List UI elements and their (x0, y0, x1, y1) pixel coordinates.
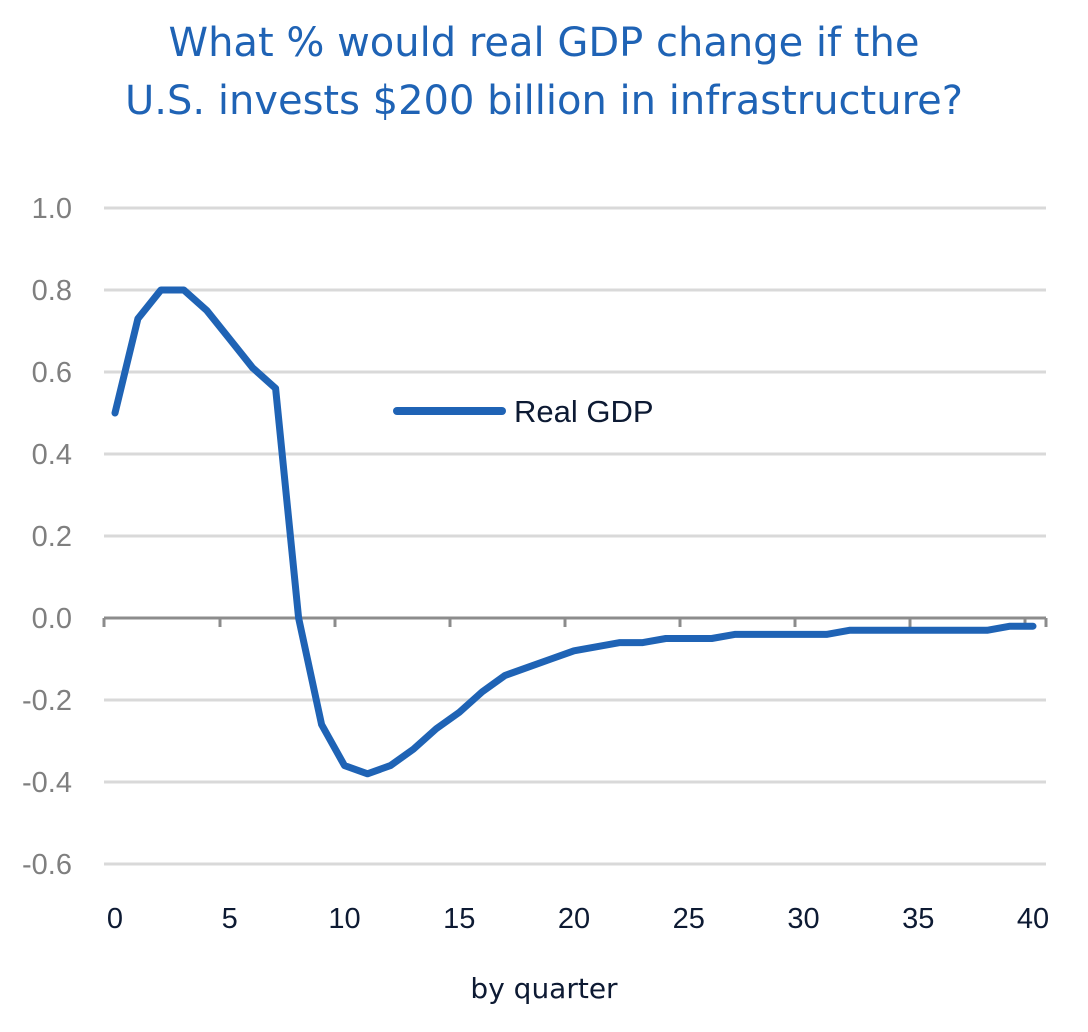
x-tick-label: 15 (443, 903, 475, 935)
y-tick-label: -0.2 (22, 685, 72, 717)
x-tick-label: 5 (222, 903, 238, 935)
y-tick-label: -0.6 (22, 849, 72, 881)
x-tick-label: 20 (558, 903, 590, 935)
y-axis-tick-labels: 1.0 0.8 0.6 0.4 0.2 0.0 -0.2 -0.4 -0.6 (22, 193, 72, 881)
y-tick-label: 1.0 (32, 193, 72, 225)
x-tick-label: 30 (787, 903, 819, 935)
y-tick-label: 0.8 (32, 275, 72, 307)
x-axis-label: by quarter (470, 972, 618, 1005)
series-layer (111, 286, 1037, 778)
y-tick-label: 0.2 (32, 521, 72, 553)
y-tick-label: 0.0 (32, 603, 72, 635)
y-tick-label: 0.4 (32, 439, 72, 471)
x-tick-label: 40 (1017, 903, 1049, 935)
x-tick-label: 0 (107, 903, 123, 935)
chart-title-line-2: U.S. invests $200 billion in infrastruct… (125, 78, 963, 124)
legend: Real GDP (393, 394, 654, 429)
x-tick-label: 35 (902, 903, 934, 935)
y-tick-label: 0.6 (32, 357, 72, 389)
chart-title-line-1: What % would real GDP change if the (168, 20, 920, 66)
x-tick-label: 25 (673, 903, 705, 935)
gridlines (104, 206, 1046, 866)
chart-title: What % would real GDP change if the U.S.… (0, 14, 1088, 130)
series-line-real-gdp (111, 286, 1037, 778)
x-tick-label: 10 (328, 903, 360, 935)
x-axis (102, 616, 1048, 627)
legend-label-real-gdp: Real GDP (514, 394, 654, 429)
y-tick-label: -0.4 (22, 767, 72, 799)
x-axis-tick-labels: 0 5 10 15 20 25 30 35 40 (107, 903, 1049, 935)
